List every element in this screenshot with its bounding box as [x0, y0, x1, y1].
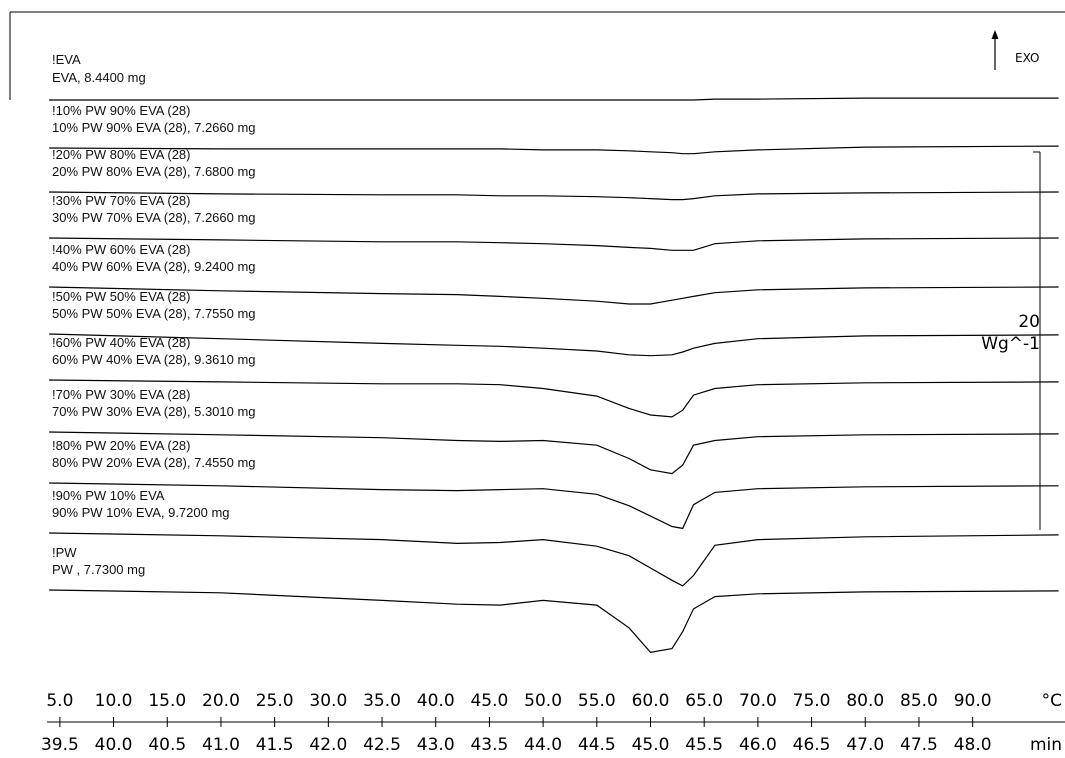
x-tick-label: 55.0: [578, 691, 616, 711]
series-label: 90% PW 10% EVA, 9.7200 mg: [52, 505, 230, 520]
x2-tick-label: 44.5: [578, 735, 616, 755]
series-name: !30% PW 70% EVA (28): [52, 193, 191, 208]
x2-tick-label: 43.0: [417, 735, 455, 755]
x-tick-label: 10.0: [95, 691, 133, 711]
series-name: !10% PW 90% EVA (28): [52, 103, 191, 118]
series-name: !60% PW 40% EVA (28): [52, 335, 191, 350]
x2-tick-label: 41.0: [202, 735, 240, 755]
x-tick-label: 75.0: [793, 691, 831, 711]
x-tick-label: 50.0: [524, 691, 562, 711]
x2-tick-label: 45.5: [685, 735, 723, 755]
series-name: !80% PW 20% EVA (28): [52, 438, 191, 453]
x-tick-label: 60.0: [632, 691, 670, 711]
series-name: !40% PW 60% EVA (28): [52, 242, 191, 257]
x-tick-label: 20.0: [202, 691, 240, 711]
x-unit: °C: [1042, 691, 1062, 711]
series-label: 60% PW 40% EVA (28), 9.3610 mg: [52, 352, 256, 367]
dsc-curve: [49, 482, 1059, 530]
series-label: 20% PW 80% EVA (28), 7.6800 mg: [52, 164, 256, 179]
series-label: EVA, 8.4400 mg: [52, 70, 146, 85]
x-tick-label: 85.0: [900, 691, 938, 711]
dsc-curve: [49, 532, 1059, 587]
series-label: 40% PW 60% EVA (28), 9.2400 mg: [52, 259, 256, 274]
x2-tick-label: 47.5: [900, 735, 938, 755]
x-tick-label: 45.0: [470, 691, 508, 711]
x-tick-label: 70.0: [739, 691, 777, 711]
x2-tick-label: 40.0: [95, 735, 133, 755]
series-label: 10% PW 90% EVA (28), 7.2660 mg: [52, 120, 256, 135]
series-label: 80% PW 20% EVA (28), 7.4550 mg: [52, 455, 256, 470]
dsc-curve: [49, 286, 1059, 305]
x2-tick-label: 41.5: [256, 735, 294, 755]
x-tick-label: 30.0: [309, 691, 347, 711]
dsc-curve: [49, 379, 1059, 418]
series-label: 70% PW 30% EVA (28), 5.3010 mg: [52, 404, 256, 419]
x2-tick-label: 44.0: [524, 735, 562, 755]
x2-tick-label: 45.0: [632, 735, 670, 755]
series-label: 30% PW 70% EVA (28), 7.2660 mg: [52, 210, 256, 225]
series-name: !EVA: [52, 52, 81, 67]
x-tick-label: 5.0: [46, 691, 73, 711]
series-name: !70% PW 30% EVA (28): [52, 387, 191, 402]
x2-tick-label: 43.5: [470, 735, 508, 755]
x-tick-label: 25.0: [256, 691, 294, 711]
dsc-curve: [49, 237, 1059, 251]
x2-unit: min: [1030, 735, 1062, 755]
x2-tick-label: 39.5: [41, 735, 79, 755]
series-name: !20% PW 80% EVA (28): [52, 147, 191, 162]
dsc-curve: [49, 191, 1059, 201]
series-name: !50% PW 50% EVA (28): [52, 289, 191, 304]
x-tick-label: 35.0: [363, 691, 401, 711]
dsc-curve: [49, 431, 1059, 475]
dsc-curve: [49, 333, 1059, 357]
x2-tick-label: 42.5: [363, 735, 401, 755]
scale-bar-value: 20: [1018, 312, 1040, 332]
x-tick-label: 15.0: [148, 691, 186, 711]
x-tick-label: 40.0: [417, 691, 455, 711]
series-name: !PW: [52, 545, 77, 560]
x-tick-label: 65.0: [685, 691, 723, 711]
series-label: 50% PW 50% EVA (28), 7.7550 mg: [52, 306, 256, 321]
dsc-curve: [49, 145, 1059, 155]
x-tick-label: 80.0: [846, 691, 884, 711]
dsc-curve: [49, 97, 1059, 101]
exo-label: EXO: [1015, 51, 1039, 65]
series-label: PW , 7.7300 mg: [52, 562, 145, 577]
scale-bar-unit: Wg^-1: [981, 334, 1040, 354]
exo-arrow-head: [991, 30, 999, 39]
x2-tick-label: 47.0: [846, 735, 884, 755]
dsc-curve: [49, 589, 1059, 654]
x2-tick-label: 46.0: [739, 735, 777, 755]
x2-tick-label: 48.0: [954, 735, 992, 755]
x-tick-label: 90.0: [954, 691, 992, 711]
series-name: !90% PW 10% EVA: [52, 488, 165, 503]
x2-tick-label: 42.0: [309, 735, 347, 755]
x2-tick-label: 40.5: [148, 735, 186, 755]
x2-tick-label: 46.5: [793, 735, 831, 755]
